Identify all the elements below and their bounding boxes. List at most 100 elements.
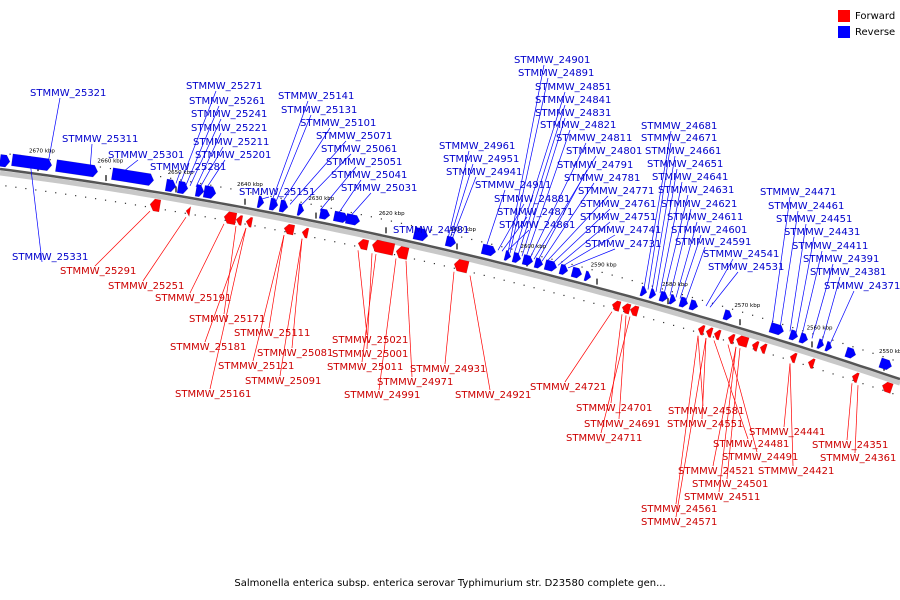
reverse-connector [89,143,93,170]
forward-gene [705,327,714,339]
minor-tick [852,346,854,348]
minor-tick [571,263,573,266]
reverse-gene-label: STMMW_24881 [494,194,570,205]
minor-tick [852,379,854,382]
forward-gene [245,216,254,228]
reverse-gene-label: STMMW_24751 [580,212,656,223]
reverse-connector [659,181,683,293]
forward-connector [378,258,397,391]
minor-tick [250,191,252,194]
reverse-gene-label: STMMW_24451 [776,214,852,225]
reverse-gene-label: STMMW_25041 [331,170,407,181]
reverse-connector [771,196,791,326]
forward-connector [469,275,491,391]
reverse-connector [175,171,181,184]
legend: Forward Reverse [838,8,895,40]
reverse-gene-label: STMMW_24671 [641,133,717,144]
forward-gene-label: STMMW_24521 [678,466,754,477]
scale-label: 2670 kbp [29,148,55,154]
reverse-gene [668,293,677,305]
reverse-connector [545,195,609,263]
minor-tick [553,292,555,294]
minor-tick [613,308,615,310]
reverse-gene-label: STMMW_24861 [499,220,575,231]
forward-connector [444,271,455,365]
minor-tick [533,287,535,289]
forward-gene [629,305,640,317]
minor-tick [521,251,523,253]
minor-tick [731,308,734,310]
minor-tick [420,227,423,229]
reverse-gene-label: STMMW_25331 [12,252,88,263]
reverse-gene-label: STMMW_24731 [585,239,661,250]
forward-connector [357,250,368,336]
reverse-connector [663,194,689,295]
reverse-connector [513,91,566,255]
reverse-gene-label: STMMW_24381 [810,267,886,278]
minor-tick [380,218,382,220]
forward-gene [371,239,396,256]
minor-tick [114,201,117,203]
forward-gene-label: STMMW_25291 [60,266,136,277]
minor-tick [270,195,272,197]
minor-tick [423,260,426,262]
reverse-gene [0,154,11,168]
reverse-gene-label: STMMW_24471 [760,187,836,198]
reverse-connector [643,130,672,289]
minor-tick [393,253,396,256]
reverse-gene-label: STMMW_24851 [535,82,611,93]
reverse-gene-label: STMMW_24591 [675,237,751,248]
forward-gene [185,205,192,218]
minor-tick [413,258,416,260]
forward-gene-label: STMMW_24481 [713,439,789,450]
minor-tick [310,203,312,205]
minor-tick [692,330,695,332]
reverse-connector [541,182,595,262]
minor-tick [244,223,246,225]
minor-tick [25,187,27,190]
minor-tick [400,222,403,224]
scale-label: 2640 kbp [237,182,263,188]
forward-gene-label: STMMW_24971 [377,377,453,388]
reverse-connector [281,127,331,203]
minor-tick [264,227,266,229]
forward-gene [611,300,622,312]
legend-reverse: Reverse [838,24,895,40]
minor-tick [194,214,196,216]
reverse-gene [202,185,217,199]
reverse-gene-label: STMMW_24461 [768,201,844,212]
reverse-gene [176,180,189,195]
reverse-gene-label: STMMW_24891 [518,68,594,79]
reverse-gene-label: STMMW_24431 [784,227,860,238]
minor-tick [109,167,112,170]
forward-connector [189,223,225,294]
forward-gene-label: STMMW_24561 [641,504,717,515]
legend-reverse-label: Reverse [855,26,896,38]
reverse-gene-label: STMMW_24541 [703,249,779,260]
minor-tick [85,196,87,198]
minor-tick [741,311,744,313]
minor-tick [274,229,276,231]
scale-label: 2560 kbp [807,325,833,331]
forward-gene-label: STMMW_24491 [722,452,798,463]
minor-tick [523,284,525,286]
forward-gene [149,198,162,213]
reverse-connector [655,168,678,292]
scale-label: 2630 kbp [308,196,334,202]
minor-tick [702,333,705,335]
forward-connector [718,346,737,493]
reverse-connector [337,179,362,215]
minor-tick [832,373,834,375]
minor-tick [513,282,515,284]
minor-tick [663,321,665,324]
minor-tick [501,246,503,248]
minor-tick [872,352,874,354]
reverse-connector [199,146,224,188]
reverse-gene-label: STMMW_24641 [652,172,728,183]
minor-tick [483,274,485,276]
minor-tick [712,336,715,338]
reverse-gene [344,213,361,226]
minor-tick [443,265,445,267]
minor-tick [280,197,282,199]
